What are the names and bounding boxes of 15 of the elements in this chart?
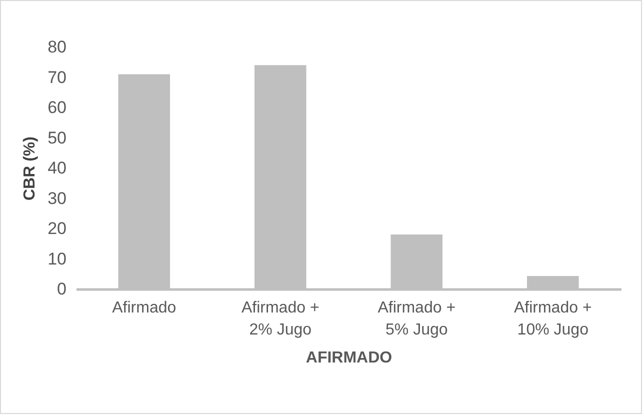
y-axis-title: CBR (%) (22, 136, 39, 200)
x-tick-label: Afirmado + 5% Jugo (378, 300, 456, 338)
y-tick-label: 50 (48, 128, 66, 148)
y-tick-label: 40 (48, 158, 66, 178)
y-tick-label: 70 (48, 68, 66, 87)
y-tick-label: 30 (48, 188, 66, 208)
x-tick-label: Afirmado + 10% Jugo (514, 300, 592, 338)
y-tick-label: 80 (48, 38, 66, 56)
x-tick-label: Afirmado (112, 300, 176, 316)
y-tick-label: 0 (57, 280, 66, 298)
y-tick-label: 60 (48, 98, 66, 117)
x-axis-title: AFIRMADO (306, 350, 392, 366)
y-tick-label: 10 (48, 249, 66, 268)
y-tick-label: 20 (48, 219, 66, 238)
x-tick-label: Afirmado + 2% Jugo (241, 300, 320, 338)
